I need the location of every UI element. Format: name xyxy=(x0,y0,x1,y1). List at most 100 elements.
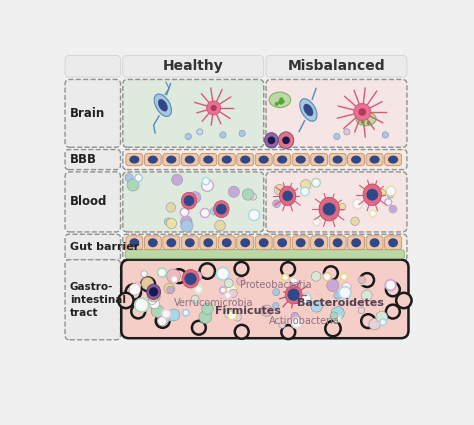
Ellipse shape xyxy=(370,156,380,164)
Circle shape xyxy=(311,272,321,281)
Circle shape xyxy=(133,282,140,289)
Ellipse shape xyxy=(269,92,291,108)
Circle shape xyxy=(195,286,202,293)
FancyBboxPatch shape xyxy=(65,172,120,232)
Circle shape xyxy=(220,132,226,138)
Circle shape xyxy=(235,262,248,276)
FancyBboxPatch shape xyxy=(123,234,407,261)
Circle shape xyxy=(386,283,400,296)
Circle shape xyxy=(334,292,341,299)
Circle shape xyxy=(185,133,191,139)
FancyBboxPatch shape xyxy=(219,153,235,166)
Circle shape xyxy=(141,271,147,277)
FancyBboxPatch shape xyxy=(200,153,217,166)
FancyBboxPatch shape xyxy=(266,79,407,147)
Circle shape xyxy=(147,289,161,302)
Circle shape xyxy=(131,305,145,318)
Circle shape xyxy=(385,280,396,290)
Circle shape xyxy=(135,174,142,181)
FancyBboxPatch shape xyxy=(273,153,291,166)
Circle shape xyxy=(376,312,387,323)
Circle shape xyxy=(281,262,295,276)
Circle shape xyxy=(233,313,241,321)
Circle shape xyxy=(281,99,285,103)
Circle shape xyxy=(365,113,369,117)
Circle shape xyxy=(127,179,139,191)
Ellipse shape xyxy=(129,156,139,164)
Circle shape xyxy=(274,184,285,195)
Circle shape xyxy=(167,286,174,293)
Ellipse shape xyxy=(158,99,167,111)
Circle shape xyxy=(354,104,371,120)
Text: Blood: Blood xyxy=(70,196,107,208)
FancyBboxPatch shape xyxy=(266,172,407,232)
Circle shape xyxy=(141,277,154,290)
Circle shape xyxy=(379,190,386,196)
FancyBboxPatch shape xyxy=(121,260,409,338)
Circle shape xyxy=(396,293,411,308)
Circle shape xyxy=(331,306,344,320)
Ellipse shape xyxy=(314,156,324,164)
Circle shape xyxy=(301,187,309,196)
Ellipse shape xyxy=(277,156,287,164)
FancyBboxPatch shape xyxy=(273,236,291,249)
Circle shape xyxy=(182,309,189,316)
FancyBboxPatch shape xyxy=(366,153,383,166)
Ellipse shape xyxy=(304,104,313,116)
Circle shape xyxy=(158,317,167,326)
FancyBboxPatch shape xyxy=(163,153,180,166)
Circle shape xyxy=(323,204,333,214)
Circle shape xyxy=(273,303,279,309)
FancyBboxPatch shape xyxy=(182,153,198,166)
FancyBboxPatch shape xyxy=(219,236,235,249)
Ellipse shape xyxy=(148,238,158,247)
Circle shape xyxy=(151,305,164,317)
Circle shape xyxy=(216,204,227,215)
Ellipse shape xyxy=(314,238,324,247)
Circle shape xyxy=(367,121,371,125)
Circle shape xyxy=(225,309,234,318)
Text: Gut barrier: Gut barrier xyxy=(70,242,139,252)
Ellipse shape xyxy=(388,156,398,164)
FancyBboxPatch shape xyxy=(347,236,365,249)
Circle shape xyxy=(261,305,273,317)
Circle shape xyxy=(164,283,175,294)
Circle shape xyxy=(361,314,375,328)
Circle shape xyxy=(359,278,365,284)
Circle shape xyxy=(141,278,155,292)
Text: BBB: BBB xyxy=(70,153,97,166)
Text: Firmicutes: Firmicutes xyxy=(215,306,281,316)
Text: Healthy: Healthy xyxy=(163,60,224,74)
Circle shape xyxy=(275,102,279,106)
Circle shape xyxy=(162,309,171,318)
Circle shape xyxy=(184,272,197,285)
FancyBboxPatch shape xyxy=(65,56,120,77)
Circle shape xyxy=(330,312,338,320)
Circle shape xyxy=(383,132,389,138)
Ellipse shape xyxy=(154,94,172,116)
Ellipse shape xyxy=(279,186,296,206)
Circle shape xyxy=(180,208,189,216)
Circle shape xyxy=(385,199,392,206)
Circle shape xyxy=(199,311,211,323)
Circle shape xyxy=(386,186,396,196)
Circle shape xyxy=(344,129,350,135)
Circle shape xyxy=(273,200,281,207)
FancyBboxPatch shape xyxy=(65,79,120,147)
Circle shape xyxy=(126,284,141,300)
Circle shape xyxy=(340,273,347,281)
Circle shape xyxy=(351,217,359,226)
Circle shape xyxy=(164,218,172,226)
Ellipse shape xyxy=(203,156,213,164)
Circle shape xyxy=(167,311,176,320)
FancyBboxPatch shape xyxy=(123,79,264,147)
Circle shape xyxy=(369,318,380,330)
Circle shape xyxy=(358,307,365,314)
Circle shape xyxy=(197,129,203,135)
Circle shape xyxy=(278,100,282,104)
Ellipse shape xyxy=(129,238,139,247)
Circle shape xyxy=(228,186,239,197)
Ellipse shape xyxy=(240,238,250,247)
Circle shape xyxy=(202,303,213,314)
Ellipse shape xyxy=(351,156,361,164)
